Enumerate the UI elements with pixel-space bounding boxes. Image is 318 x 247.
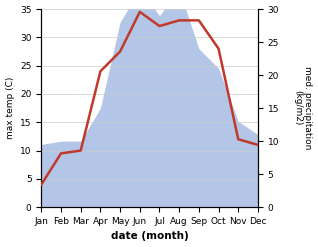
Y-axis label: max temp (C): max temp (C) <box>5 77 15 139</box>
Y-axis label: med. precipitation
(kg/m2): med. precipitation (kg/m2) <box>293 66 313 150</box>
X-axis label: date (month): date (month) <box>111 231 189 242</box>
